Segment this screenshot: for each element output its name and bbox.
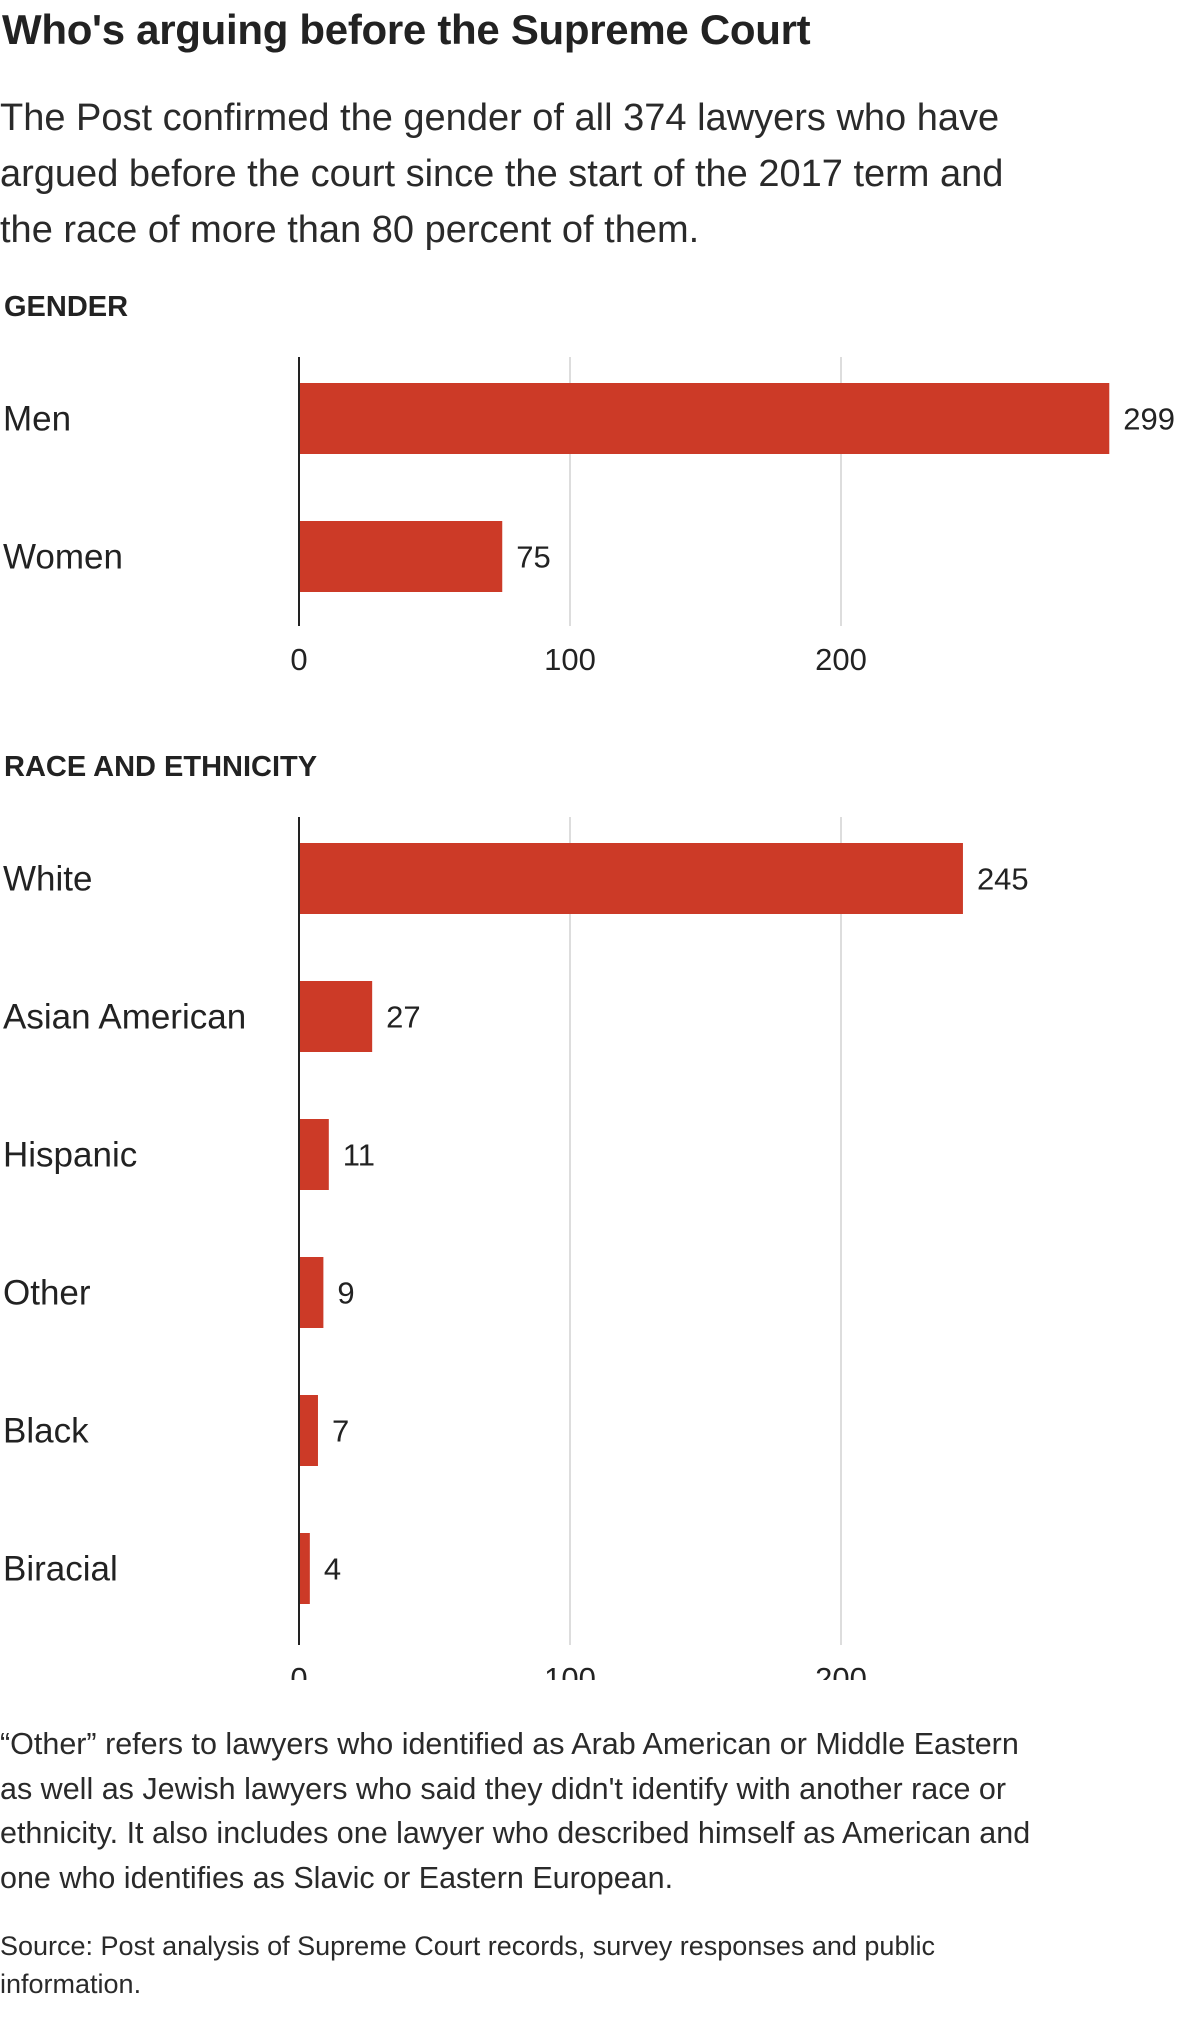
bar — [299, 843, 963, 914]
gender-chart: GENDER 0 100 200 Men 299 Women 75 — [3, 291, 1175, 677]
category-label: Other — [3, 1274, 91, 1313]
category-label: Women — [3, 538, 123, 577]
footnote-line: ethnicity. It also includes one lawyer w… — [0, 1816, 1031, 1850]
footnote-line: “Other” refers to lawyers who identified… — [0, 1727, 1019, 1761]
value-label: 7 — [332, 1414, 349, 1449]
subtitle: The Post confirmed the gender of all 374… — [0, 90, 1003, 258]
category-label: Hispanic — [3, 1136, 137, 1175]
value-label: 245 — [977, 862, 1029, 897]
bar — [299, 1119, 329, 1190]
value-label: 27 — [386, 1000, 420, 1035]
subtitle-line: The Post confirmed the gender of all 374… — [0, 97, 1000, 139]
bar — [299, 1395, 318, 1466]
race-chart: RACE AND ETHNICITY 0 100 200 White 245 Asian A… — [3, 751, 1029, 1680]
category-label: Biracial — [3, 1550, 118, 1589]
chart-title: Who's arguing before the Supreme Court — [2, 6, 811, 53]
footnote-line: as well as Jewish lawyers who said they … — [0, 1771, 1007, 1806]
value-label: 299 — [1123, 402, 1175, 437]
bar — [299, 981, 373, 1052]
footnote: “Other” refers to lawyers who identified… — [0, 1722, 1030, 1900]
value-label: 9 — [337, 1276, 354, 1311]
bar — [299, 1533, 310, 1604]
x-tick-label: 200 — [815, 642, 867, 677]
x-tick-label: 0 — [290, 642, 307, 677]
value-label: 4 — [324, 1552, 341, 1587]
x-tick-label: 0 — [290, 1661, 307, 1680]
x-tick-label: 100 — [544, 1661, 596, 1680]
bar — [299, 521, 503, 592]
value-label: 75 — [516, 540, 550, 575]
source: Source: Post analysis of Supreme Court r… — [0, 1927, 935, 2003]
subtitle-line: argued before the court since the start … — [0, 153, 1004, 195]
x-tick-label: 100 — [544, 642, 596, 677]
section-heading: GENDER — [4, 291, 128, 323]
section-heading: RACE AND ETHNICITY — [4, 751, 317, 783]
value-label: 11 — [343, 1138, 375, 1173]
category-label: Black — [3, 1412, 89, 1451]
bar — [299, 383, 1110, 454]
category-label: White — [3, 860, 92, 899]
source-line: information. — [0, 1969, 142, 1999]
bar — [299, 1257, 324, 1328]
subtitle-line: the race of more than 80 percent of them… — [0, 209, 700, 251]
category-label: Asian American — [3, 998, 246, 1037]
source-line: Source: Post analysis of Supreme Court r… — [0, 1931, 935, 1961]
category-label: Men — [3, 400, 71, 439]
footnote-line: one who identifies as Slavic or Eastern … — [0, 1860, 674, 1895]
x-tick-label: 200 — [815, 1661, 867, 1680]
